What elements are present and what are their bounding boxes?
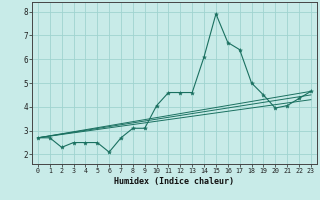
X-axis label: Humidex (Indice chaleur): Humidex (Indice chaleur) [115, 177, 234, 186]
